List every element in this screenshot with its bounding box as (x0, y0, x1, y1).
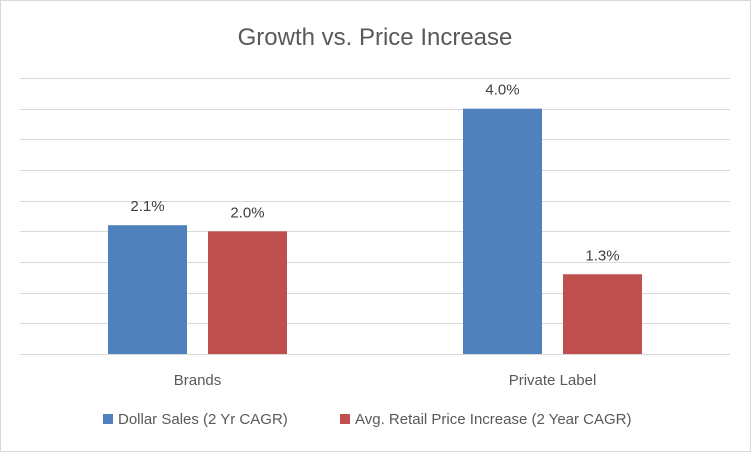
bar-brands-series-0 (108, 225, 187, 354)
category-label-brands: Brands (174, 372, 222, 389)
data-label: 2.1% (130, 198, 164, 215)
legend-label-avg-retail-price: Avg. Retail Price Increase (2 Year CAGR) (355, 411, 632, 428)
legend-swatch-dollar-sales (103, 414, 113, 424)
bar-private-label-series-0 (463, 108, 542, 355)
legend-swatch-avg-retail-price (340, 414, 350, 424)
legend-label-dollar-sales: Dollar Sales (2 Yr CAGR) (118, 411, 288, 428)
legend: Dollar Sales (2 Yr CAGR) Avg. Retail Pri… (103, 411, 632, 428)
data-label: 4.0% (485, 82, 519, 99)
category-labels: Brands Private Label (174, 372, 597, 389)
category-label-private-label: Private Label (509, 372, 597, 389)
data-label: 1.3% (585, 247, 619, 264)
bars (108, 108, 642, 355)
data-labels: 2.1% 2.0% 4.0% 1.3% (130, 82, 619, 265)
data-label: 2.0% (230, 204, 264, 221)
bar-brands-series-1 (208, 231, 287, 354)
bar-private-label-series-1 (563, 274, 642, 354)
chart-title: Growth vs. Price Increase (238, 24, 513, 51)
